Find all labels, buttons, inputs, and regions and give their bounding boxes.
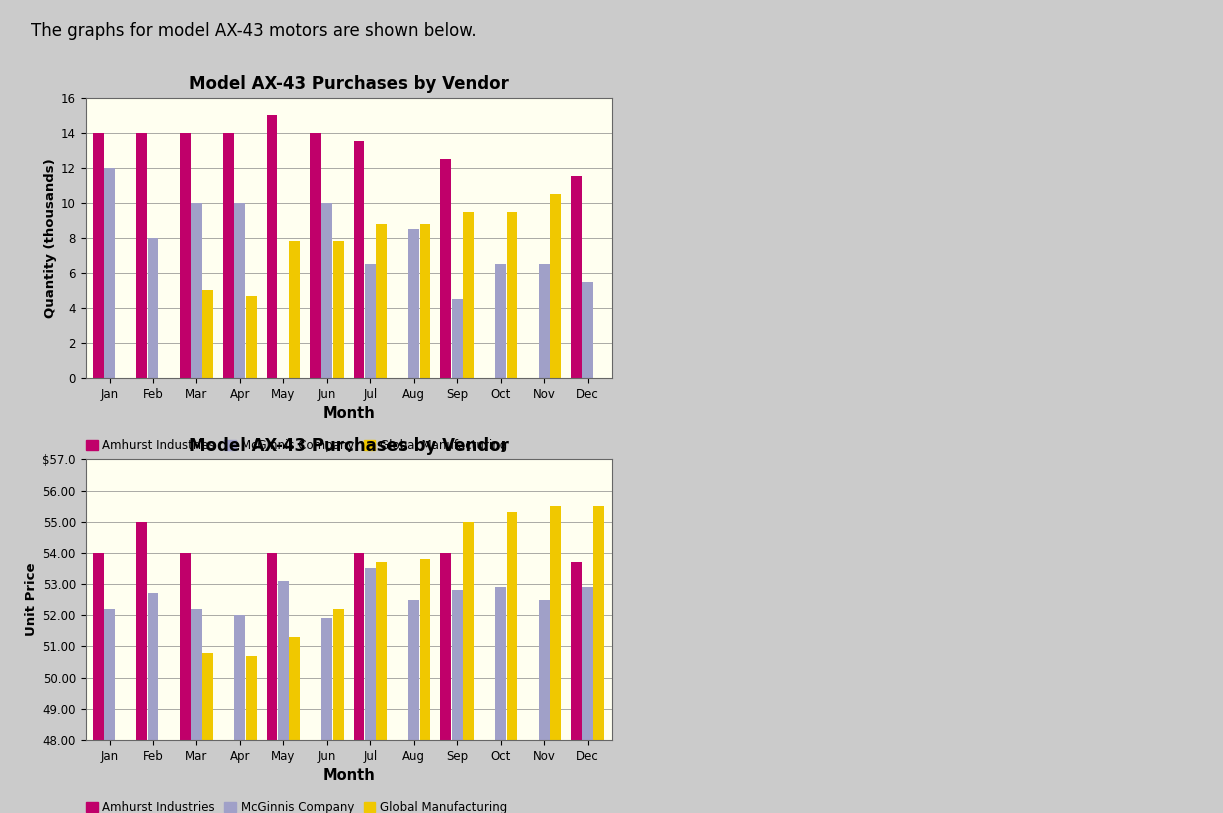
Bar <box>506 512 517 813</box>
Bar <box>311 133 320 378</box>
Bar <box>506 211 517 378</box>
Bar <box>246 296 257 378</box>
Bar <box>440 553 451 813</box>
Bar <box>267 115 278 378</box>
Bar <box>495 587 506 813</box>
Bar <box>93 553 104 813</box>
Bar <box>191 609 202 813</box>
Bar <box>235 202 246 378</box>
Bar <box>322 619 333 813</box>
Bar <box>322 202 333 378</box>
Bar <box>148 593 159 813</box>
X-axis label: Month: Month <box>322 768 375 783</box>
Bar <box>136 133 147 378</box>
Title: Model AX-43 Purchases by Vendor: Model AX-43 Purchases by Vendor <box>188 437 509 455</box>
Bar <box>364 264 375 378</box>
Bar <box>571 176 582 378</box>
Bar <box>267 553 278 813</box>
Bar <box>593 506 604 813</box>
Bar <box>419 559 430 813</box>
Bar <box>571 563 582 813</box>
Bar <box>538 600 549 813</box>
Bar <box>451 590 462 813</box>
Legend: Amhurst Industries, McGinnis Company, Global Manufacturing: Amhurst Industries, McGinnis Company, Gl… <box>81 434 512 457</box>
Bar <box>223 133 234 378</box>
Text: The graphs for model AX-43 motors are shown below.: The graphs for model AX-43 motors are sh… <box>31 22 476 40</box>
Bar <box>377 224 386 378</box>
Bar <box>202 653 213 813</box>
Title: Model AX-43 Purchases by Vendor: Model AX-43 Purchases by Vendor <box>188 76 509 93</box>
Y-axis label: Unit Price: Unit Price <box>26 563 38 637</box>
Bar <box>451 299 462 378</box>
Bar <box>333 609 344 813</box>
Bar <box>464 522 475 813</box>
Bar <box>408 600 419 813</box>
Bar <box>538 264 549 378</box>
Bar <box>408 229 419 378</box>
Bar <box>104 609 115 813</box>
Bar <box>353 141 364 378</box>
X-axis label: Month: Month <box>322 406 375 421</box>
Bar <box>582 587 593 813</box>
Bar <box>93 133 104 378</box>
Bar <box>377 563 386 813</box>
Bar <box>246 655 257 813</box>
Bar <box>104 167 115 378</box>
Bar <box>550 194 561 378</box>
Bar <box>235 615 246 813</box>
Bar <box>464 211 475 378</box>
Bar <box>289 637 300 813</box>
Y-axis label: Quantity (thousands): Quantity (thousands) <box>44 158 56 318</box>
Bar <box>180 133 191 378</box>
Bar <box>440 159 451 378</box>
Bar <box>333 241 344 378</box>
Bar <box>148 237 159 378</box>
Legend: Amhurst Industries, McGinnis Company, Global Manufacturing: Amhurst Industries, McGinnis Company, Gl… <box>81 796 512 813</box>
Bar <box>364 568 375 813</box>
Bar <box>191 202 202 378</box>
Bar <box>582 281 593 378</box>
Bar <box>495 264 506 378</box>
Bar <box>353 553 364 813</box>
Bar <box>289 241 300 378</box>
Bar <box>419 224 430 378</box>
Bar <box>550 506 561 813</box>
Bar <box>202 290 213 378</box>
Bar <box>278 581 289 813</box>
Bar <box>136 522 147 813</box>
Bar <box>180 553 191 813</box>
